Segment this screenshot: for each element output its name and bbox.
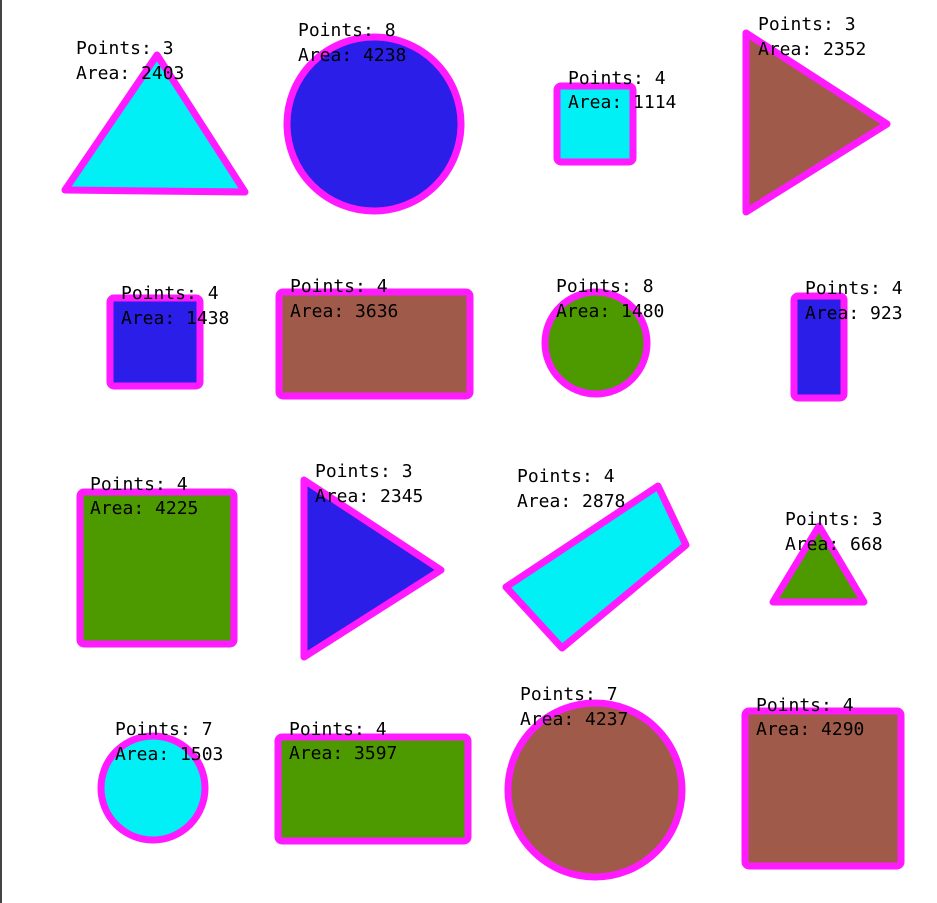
- shape-circle-3-body: [97, 732, 209, 844]
- shape-triangle-1-body: [61, 51, 249, 196]
- shape-triangle-4-points-label: Points: 3: [785, 509, 883, 530]
- shape-circle-2-points-label: Points: 8: [556, 276, 654, 297]
- shape-square-2: Points: 4 Area: 1438: [106, 283, 229, 390]
- shape-circle-2-area-label: Area: 1480: [556, 301, 664, 322]
- shape-circle-1: Points: 8 Area: 4238: [283, 20, 465, 215]
- shape-rect-3-points-label: Points: 4: [517, 466, 615, 487]
- shape-rect-4-points-label: Points: 4: [289, 719, 387, 740]
- shape-rect-4: Points: 4 Area: 3597: [274, 719, 472, 845]
- shape-square-3-area-label: Area: 4225: [90, 498, 198, 519]
- shape-circle-2: Points: 8 Area: 1480: [541, 276, 664, 398]
- shape-triangle-4-area-label: Area: 668: [785, 534, 883, 555]
- shape-triangle-1: Points: 3 Area: 2403: [61, 38, 249, 196]
- shape-rect-1-body: [275, 288, 474, 400]
- shape-square-1-area-label: Area: 1114: [568, 92, 676, 113]
- shape-square-2-area-label: Area: 1438: [121, 308, 229, 329]
- shape-rect-1: Points: 4 Area: 3636: [275, 276, 474, 400]
- shape-square-4-area-label: Area: 4290: [756, 719, 864, 740]
- shape-square-1: Points: 4 Area: 1114: [553, 68, 676, 166]
- shape-square-4: Points: 4 Area: 4290: [741, 695, 905, 870]
- shape-square-3-body: [76, 488, 238, 648]
- shape-square-3-points-label: Points: 4: [90, 474, 188, 495]
- shape-triangle-2: Points: 3 Area: 2352: [742, 14, 891, 216]
- shape-square-4-points-label: Points: 4: [756, 695, 854, 716]
- shape-triangle-2-area-label: Area: 2352: [758, 39, 866, 60]
- shape-circle-4: Points: 7 Area: 4237: [504, 684, 686, 881]
- shape-rect-1-points-label: Points: 4: [290, 276, 388, 297]
- shape-rect-3-area-label: Area: 2878: [517, 491, 625, 512]
- shape-triangle-3: Points: 3 Area: 2345: [300, 461, 445, 661]
- shape-triangle-2-body: [742, 29, 891, 216]
- shape-square-3: Points: 4 Area: 4225: [76, 474, 238, 648]
- shape-rect-2-body: [790, 292, 848, 402]
- shape-circle-4-area-label: Area: 4237: [520, 709, 628, 730]
- shape-triangle-2-points-label: Points: 3: [758, 14, 856, 35]
- shape-circle-4-body: [504, 699, 686, 881]
- shape-circle-3-points-label: Points: 7: [115, 719, 213, 740]
- shape-rect-3: Points: 4 Area: 2878: [502, 466, 690, 652]
- shape-circle-4-points-label: Points: 7: [520, 684, 618, 705]
- shape-rect-3-body: [502, 482, 690, 652]
- shape-rect-4-area-label: Area: 3597: [289, 743, 397, 764]
- shape-triangle-1-area-label: Area: 2403: [76, 63, 184, 84]
- shape-triangle-4-body: [769, 522, 868, 606]
- shape-triangle-3-area-label: Area: 2345: [315, 486, 423, 507]
- shape-circle-1-body: [283, 33, 465, 215]
- shape-triangle-3-points-label: Points: 3: [315, 461, 413, 482]
- shape-circle-3-area-label: Area: 1503: [115, 744, 223, 765]
- shape-rect-4-body: [274, 733, 472, 845]
- shape-circle-3: Points: 7 Area: 1503: [97, 719, 223, 844]
- shape-square-2-points-label: Points: 4: [121, 283, 219, 304]
- shape-triangle-1-points-label: Points: 3: [76, 38, 174, 59]
- shape-rect-2-points-label: Points: 4: [805, 278, 903, 299]
- shape-rect-2: Points: 4 Area: 923: [790, 278, 903, 402]
- shape-rect-2-area-label: Area: 923: [805, 303, 903, 324]
- shape-circle-1-points-label: Points: 8: [298, 20, 396, 41]
- shape-triangle-4: Points: 3 Area: 668: [769, 509, 883, 606]
- shape-square-1-points-label: Points: 4: [568, 68, 666, 89]
- shape-square-2-body: [106, 294, 204, 390]
- shape-rect-1-area-label: Area: 3636: [290, 301, 398, 322]
- shape-triangle-3-body: [300, 476, 445, 661]
- left-border: [0, 0, 2, 903]
- shape-circle-1-area-label: Area: 4238: [298, 45, 406, 66]
- shape-square-4-body: [741, 707, 905, 870]
- shape-circle-2-body: [541, 288, 651, 398]
- shape-square-1-body: [553, 82, 637, 166]
